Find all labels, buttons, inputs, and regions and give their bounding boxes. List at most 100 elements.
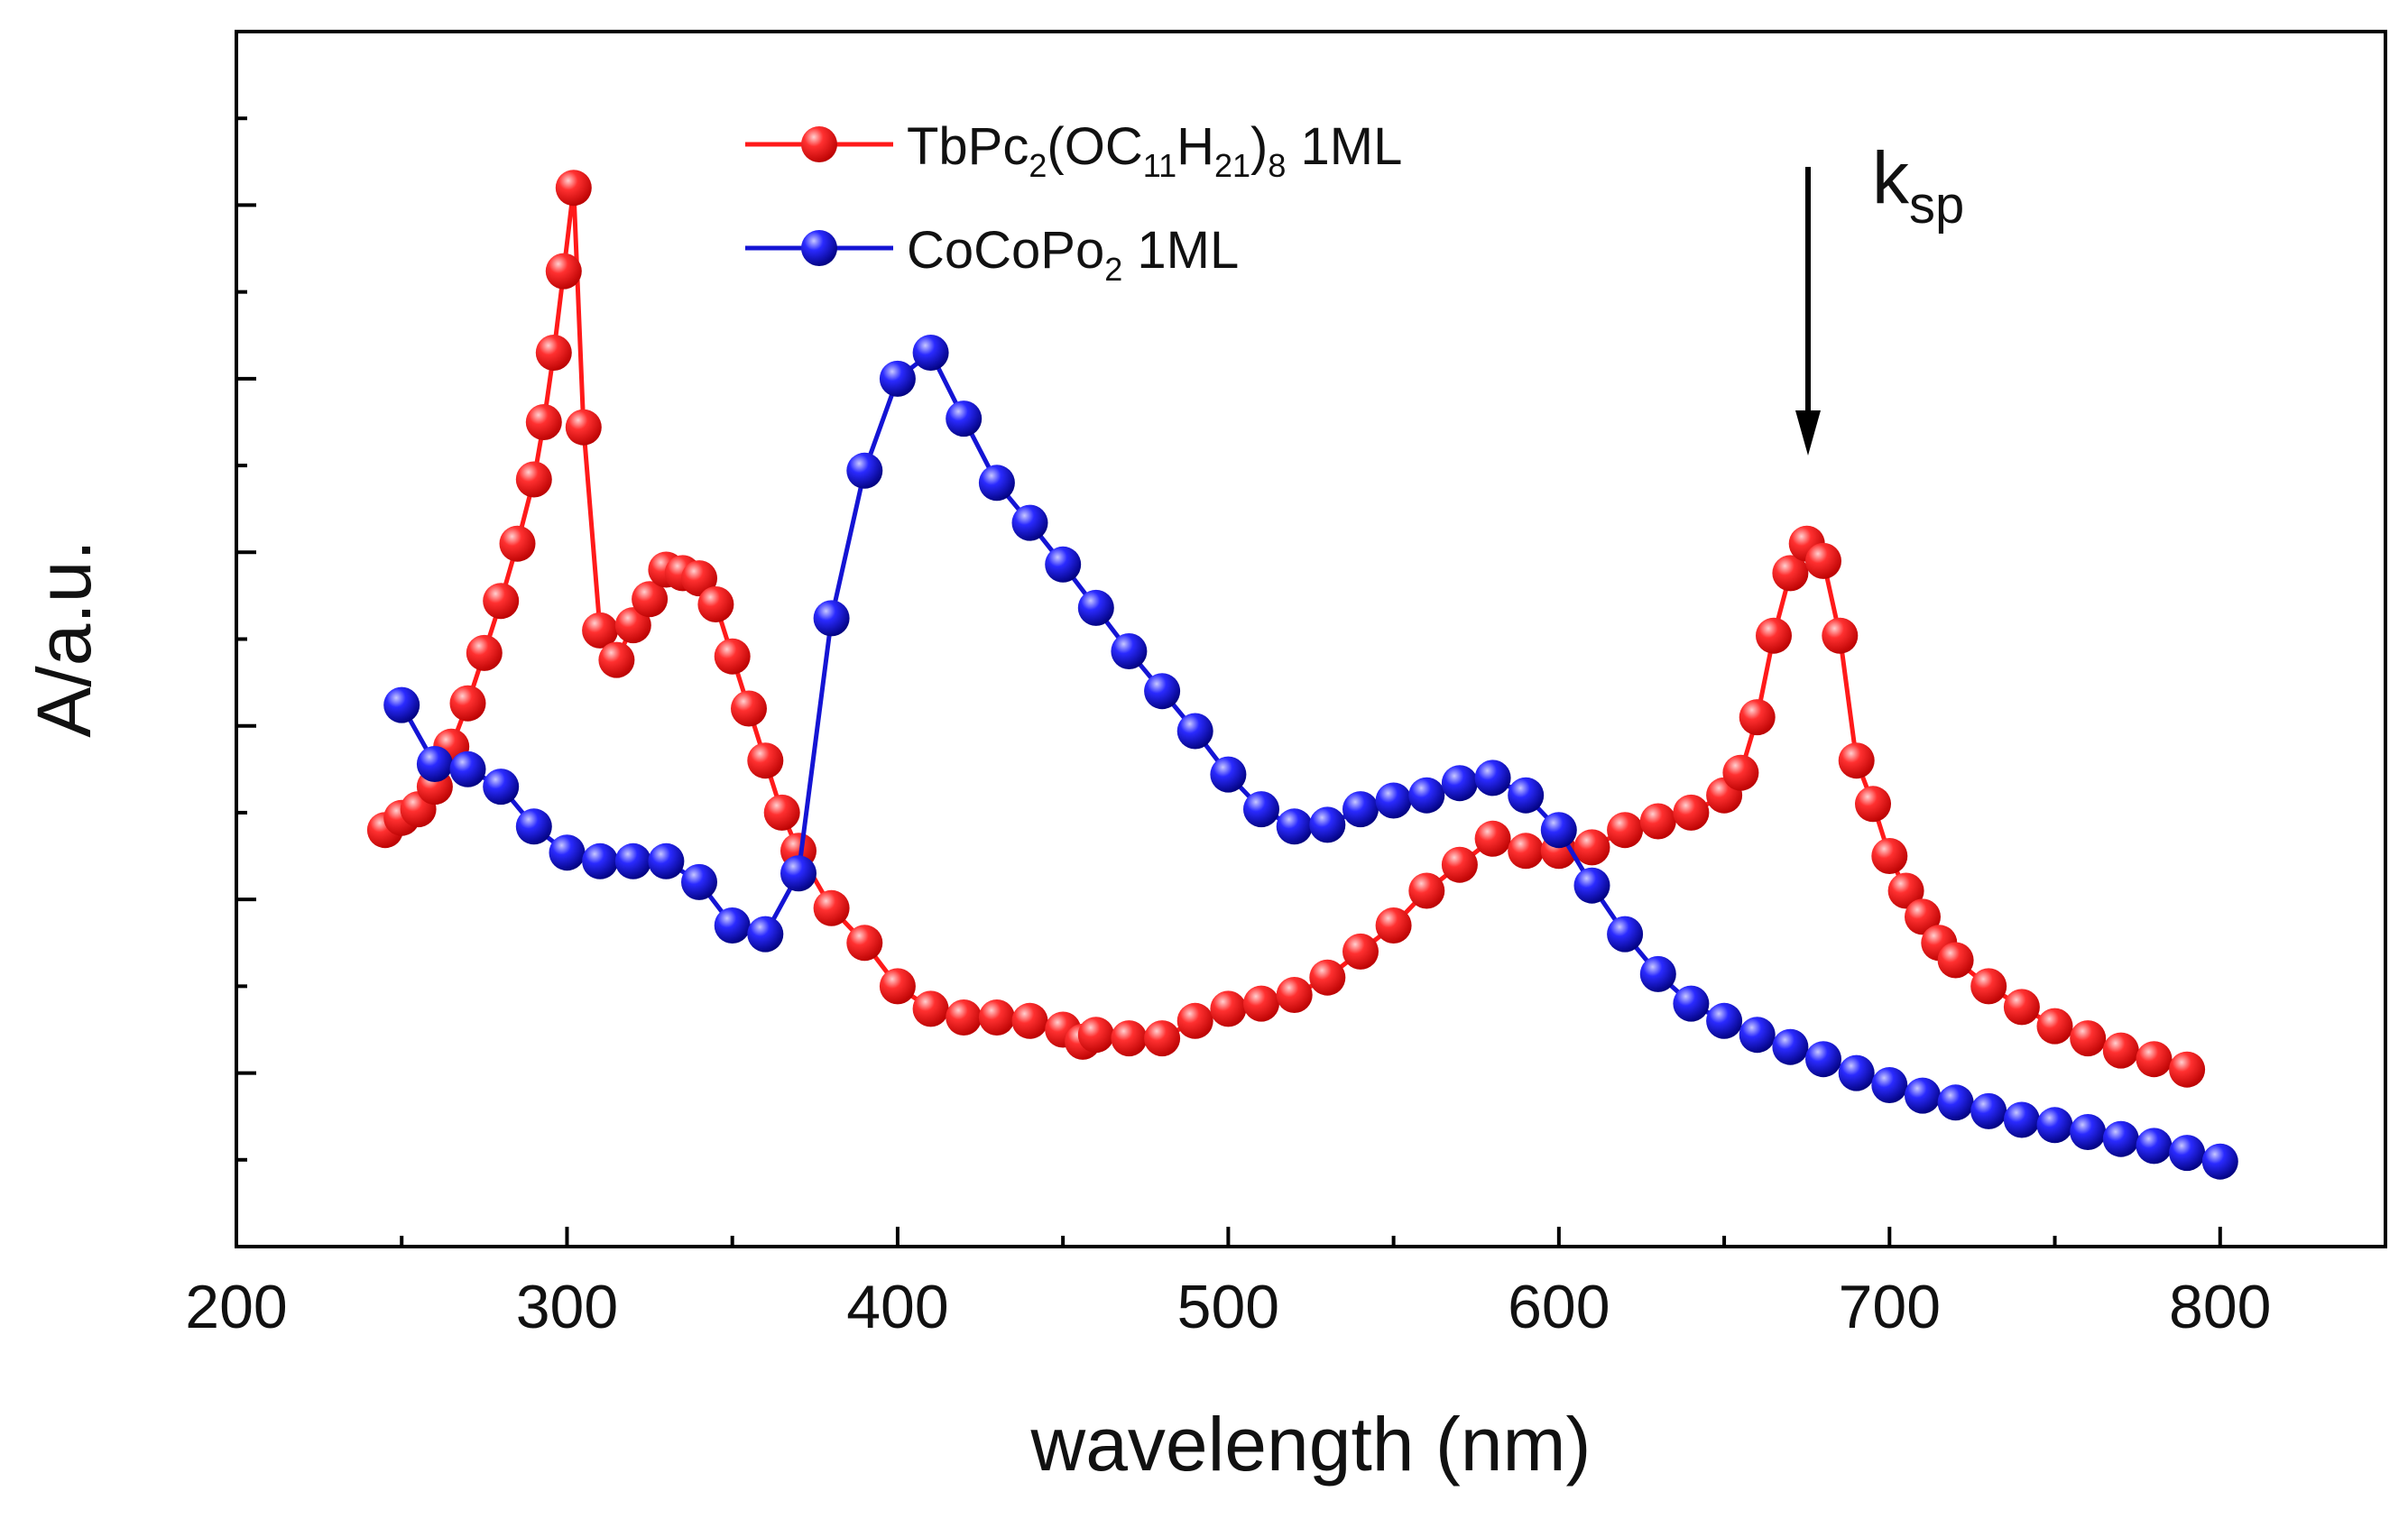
data-point (2136, 1041, 2173, 1078)
data-point (1077, 589, 1114, 626)
series-line (383, 185, 2188, 1073)
data-point (1342, 933, 1379, 970)
data-point (1144, 1020, 1181, 1057)
data-point (731, 690, 767, 727)
data-point (1937, 1084, 1974, 1121)
data-point (1739, 699, 1776, 736)
data-point (2003, 1101, 2040, 1138)
data-point (1970, 968, 2007, 1005)
data-point (1111, 1020, 1148, 1057)
legend-label-tbpc: TbPc2(OC11H21)8 1ML (907, 117, 1402, 184)
data-point (416, 746, 453, 782)
series-layer (366, 170, 2238, 1180)
data-point (1243, 985, 1279, 1022)
data-point (879, 968, 916, 1005)
data-point (1756, 617, 1792, 654)
data-point (780, 855, 817, 892)
data-point (846, 925, 883, 962)
data-point (535, 335, 572, 371)
data-point (1937, 942, 1974, 979)
data-point (1309, 806, 1346, 843)
data-point (1905, 1077, 1941, 1114)
data-point (1474, 760, 1511, 796)
data-point (632, 581, 669, 618)
data-point (1540, 812, 1577, 849)
data-point (1176, 713, 1213, 750)
data-point (1309, 959, 1346, 996)
data-point (1111, 633, 1148, 669)
data-point (1706, 1002, 1743, 1039)
data-point (1176, 1002, 1213, 1039)
data-point (1673, 985, 1710, 1022)
data-point (1210, 990, 1247, 1027)
data-point (681, 560, 717, 597)
series-tbpc (366, 170, 2206, 1088)
legend-marker-cocopo (801, 230, 837, 266)
data-point (2102, 1120, 2139, 1157)
y-axis-ticks (236, 116, 256, 1162)
data-point (582, 612, 619, 649)
x-tick-label: 500 (1177, 1273, 1279, 1341)
series-line (400, 350, 2221, 1165)
x-tick-label: 600 (1508, 1273, 1610, 1341)
data-point (1408, 872, 1445, 909)
data-point (1607, 812, 1644, 849)
data-point (1408, 777, 1445, 814)
data-point (1375, 907, 1412, 944)
data-point (2102, 1032, 2139, 1069)
x-tick-label: 400 (846, 1273, 948, 1341)
legend-label-cocopo: CoCoPo2 1ML (907, 221, 1239, 288)
data-point (747, 742, 784, 779)
data-point (1722, 754, 1759, 791)
data-point (946, 400, 983, 437)
data-point (2070, 1020, 2107, 1057)
data-point (383, 686, 420, 723)
x-tick-label: 200 (185, 1273, 287, 1341)
data-point (1739, 1017, 1776, 1054)
data-point (747, 916, 784, 953)
data-point (1838, 1054, 1875, 1091)
data-point (2169, 1051, 2206, 1088)
x-axis-title: wavelength (nm) (1030, 1402, 1591, 1487)
data-point (565, 409, 602, 446)
data-point (2169, 1135, 2206, 1172)
data-point (946, 999, 983, 1036)
data-point (1838, 742, 1875, 779)
data-point (714, 638, 751, 675)
data-point (1508, 833, 1545, 870)
legend-entry-cocopo: CoCoPo2 1ML (745, 221, 1239, 288)
data-point (912, 990, 949, 1027)
ksp-label: ksp (1872, 137, 1964, 235)
data-point (1805, 1041, 1841, 1078)
data-point (1144, 673, 1181, 710)
data-point (1441, 846, 1478, 883)
data-point (2136, 1128, 2173, 1165)
data-point (515, 461, 552, 498)
data-point (483, 583, 520, 620)
data-point (1639, 955, 1676, 992)
data-point (1887, 872, 1924, 909)
data-point (1639, 803, 1676, 840)
data-point (1772, 1028, 1809, 1065)
data-point (1342, 791, 1379, 828)
data-point (1011, 1002, 1048, 1039)
data-point (879, 360, 916, 397)
data-point (2036, 1008, 2073, 1045)
data-point (1375, 782, 1412, 819)
data-point (1573, 867, 1610, 904)
data-point (648, 842, 685, 879)
data-point (1673, 794, 1710, 831)
data-point (449, 750, 486, 787)
data-point (549, 834, 586, 871)
data-point (813, 889, 850, 926)
data-point (697, 586, 734, 622)
data-point (1210, 756, 1247, 793)
legend: TbPc2(OC11H21)8 1ML CoCoPo2 1ML (745, 117, 1402, 288)
x-tick-label: 700 (1839, 1273, 1941, 1341)
data-point (714, 907, 751, 944)
data-point (846, 452, 883, 489)
data-point (763, 794, 800, 831)
data-point (598, 641, 635, 678)
data-point (1276, 977, 1313, 1013)
